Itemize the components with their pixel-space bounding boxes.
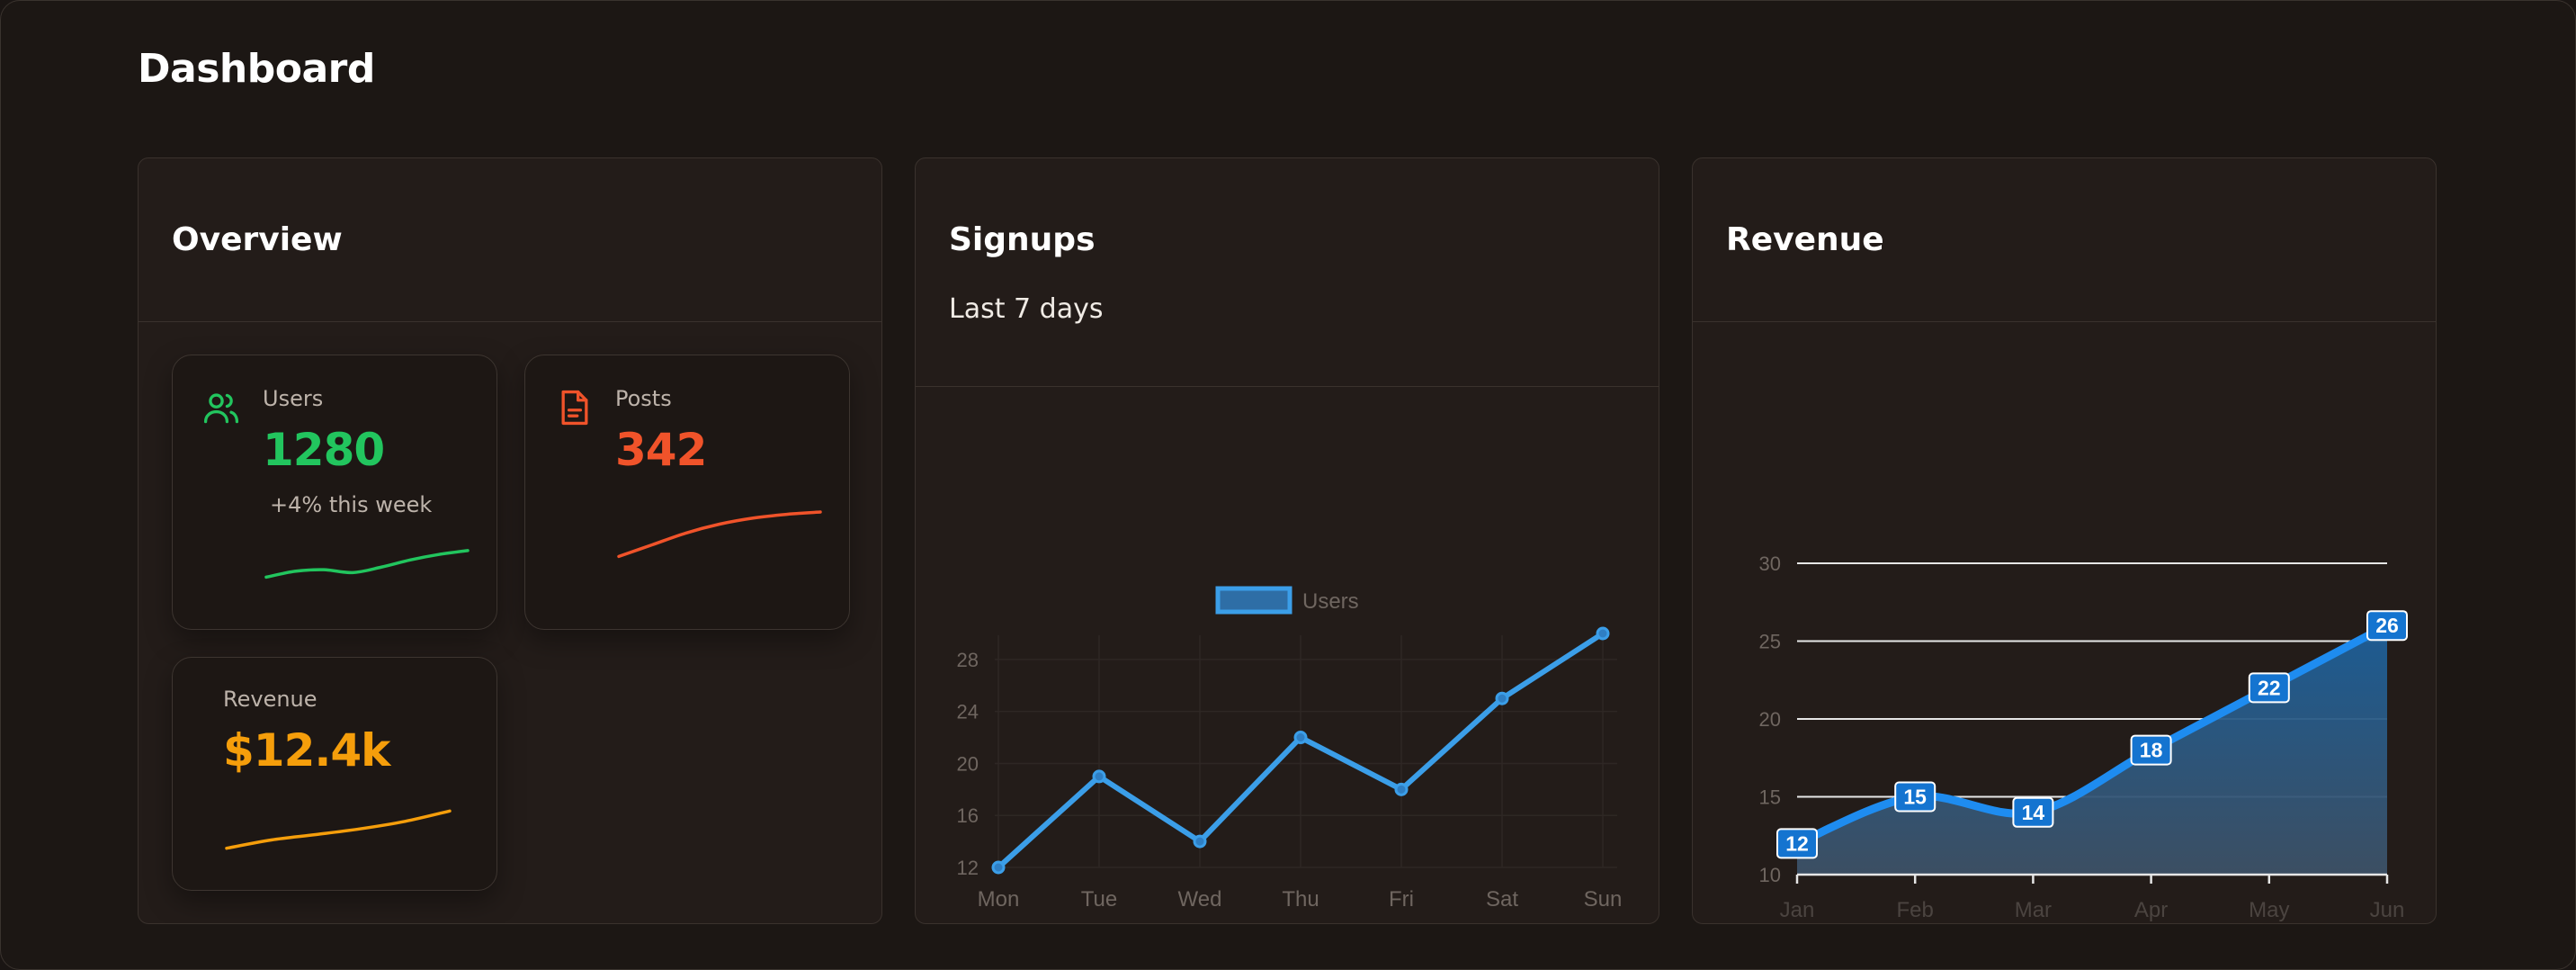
signups-x-tick: Sat bbox=[1486, 887, 1518, 912]
overview-panel: Overview Users 1280 +4% this week Posts bbox=[138, 157, 882, 924]
signups-panel: Signups Last 7 days 12 16 20 24 28 Mon Tue Wed T… bbox=[915, 157, 1659, 924]
revenue-x-tick: Feb bbox=[1897, 898, 1934, 922]
signups-line-chart: 12 16 20 24 28 Mon Tue Wed Thu Fri Sat Sun Users bbox=[957, 586, 1623, 912]
revenue-panel-header: Revenue bbox=[1693, 158, 2436, 322]
signups-y-tick: 16 bbox=[957, 804, 979, 827]
overview-panel-header: Overview bbox=[139, 158, 881, 322]
revenue-data-label: 12 bbox=[1776, 828, 1818, 859]
signups-point bbox=[1394, 782, 1409, 796]
signups-point bbox=[1193, 834, 1207, 849]
overview-title: Overview bbox=[172, 221, 343, 258]
signups-x-tick: Tue bbox=[1081, 887, 1117, 912]
revenue-y-tick: 25 bbox=[1759, 631, 1781, 653]
revenue-sparkline-line bbox=[225, 809, 452, 850]
users-stat-card[interactable]: Users 1280 +4% this week bbox=[172, 355, 497, 630]
revenue-data-label-text: 15 bbox=[1903, 786, 1927, 809]
revenue-stat-card[interactable]: Revenue $12.4k bbox=[172, 657, 497, 891]
signups-point bbox=[1495, 691, 1509, 705]
revenue-x-tick: Jun bbox=[2370, 898, 2405, 922]
revenue-data-label: 15 bbox=[1894, 781, 1936, 813]
users-icon bbox=[203, 393, 239, 424]
page-title: Dashboard bbox=[138, 46, 375, 92]
revenue-data-label: 14 bbox=[2012, 796, 2054, 828]
revenue-panel: Revenue 10 15 20 25 30 Jan Feb Mar Apr May Jun 12 15… bbox=[1692, 157, 2437, 924]
signups-point bbox=[1596, 626, 1610, 641]
signups-point bbox=[1293, 731, 1308, 745]
signups-legend-swatch bbox=[1215, 586, 1292, 615]
revenue-data-label-box bbox=[1894, 781, 1936, 813]
signups-x-tick: Wed bbox=[1178, 887, 1222, 912]
users-value: 1280 bbox=[263, 424, 385, 476]
revenue-y-tick: 20 bbox=[1759, 708, 1781, 731]
revenue-data-label: 18 bbox=[2130, 734, 2172, 766]
users-change-note: +4% this week bbox=[270, 492, 433, 517]
revenue-data-label-box bbox=[2366, 610, 2408, 642]
signups-title: Signups bbox=[949, 221, 1096, 258]
posts-sparkline bbox=[617, 510, 822, 559]
revenue-x-tick: May bbox=[2249, 898, 2289, 922]
revenue-data-label-text: 14 bbox=[2022, 801, 2045, 824]
signups-legend: Users bbox=[1215, 586, 1359, 615]
document-icon bbox=[561, 390, 588, 426]
revenue-y-tick: 10 bbox=[1759, 864, 1781, 886]
signups-x-tick: Thu bbox=[1282, 887, 1319, 912]
signups-y-tick: 24 bbox=[957, 701, 979, 723]
signups-x-tick: Fri bbox=[1389, 887, 1414, 912]
revenue-y-tick: 30 bbox=[1759, 552, 1781, 575]
posts-label: Posts bbox=[615, 386, 672, 411]
users-sparkline-line bbox=[264, 549, 470, 579]
users-label: Users bbox=[263, 386, 324, 411]
signups-x-tick: Sun bbox=[1584, 887, 1623, 912]
signups-panel-header: Signups Last 7 days bbox=[916, 158, 1659, 387]
revenue-label: Revenue bbox=[223, 687, 318, 712]
revenue-data-label-text: 26 bbox=[2375, 614, 2399, 637]
signups-y-tick: 28 bbox=[957, 649, 979, 671]
revenue-data-label-box bbox=[2248, 672, 2290, 704]
signups-point bbox=[991, 860, 1006, 875]
posts-sparkline-line bbox=[617, 510, 822, 559]
revenue-sparkline bbox=[225, 809, 452, 850]
posts-value: 342 bbox=[615, 424, 707, 476]
revenue-data-label-text: 12 bbox=[1785, 831, 1809, 855]
revenue-title: Revenue bbox=[1726, 221, 1884, 258]
users-sparkline bbox=[264, 549, 470, 579]
revenue-data-label-box bbox=[2130, 734, 2172, 766]
signups-y-tick: 20 bbox=[957, 752, 979, 775]
signups-subtitle: Last 7 days bbox=[949, 293, 1104, 325]
signups-legend-label: Users bbox=[1302, 589, 1359, 614]
revenue-data-label-box bbox=[2012, 796, 2054, 828]
revenue-data-label-box bbox=[1776, 828, 1818, 859]
revenue-area-fill bbox=[1797, 625, 2387, 875]
posts-stat-card[interactable]: Posts 342 bbox=[524, 355, 850, 630]
revenue-data-label: 26 bbox=[2366, 610, 2408, 642]
signups-point bbox=[1092, 769, 1106, 784]
revenue-y-tick: 15 bbox=[1759, 786, 1781, 809]
revenue-x-tick: Apr bbox=[2134, 898, 2168, 922]
revenue-data-label-text: 18 bbox=[2140, 739, 2163, 762]
signups-y-tick: 12 bbox=[957, 857, 979, 879]
signups-x-tick: Mon bbox=[978, 887, 1020, 912]
revenue-value: $12.4k bbox=[223, 724, 390, 777]
revenue-x-tick: Jan bbox=[1780, 898, 1815, 922]
revenue-x-tick: Mar bbox=[2015, 898, 2052, 922]
revenue-data-label-text: 22 bbox=[2258, 676, 2281, 699]
revenue-data-label: 22 bbox=[2248, 672, 2290, 704]
